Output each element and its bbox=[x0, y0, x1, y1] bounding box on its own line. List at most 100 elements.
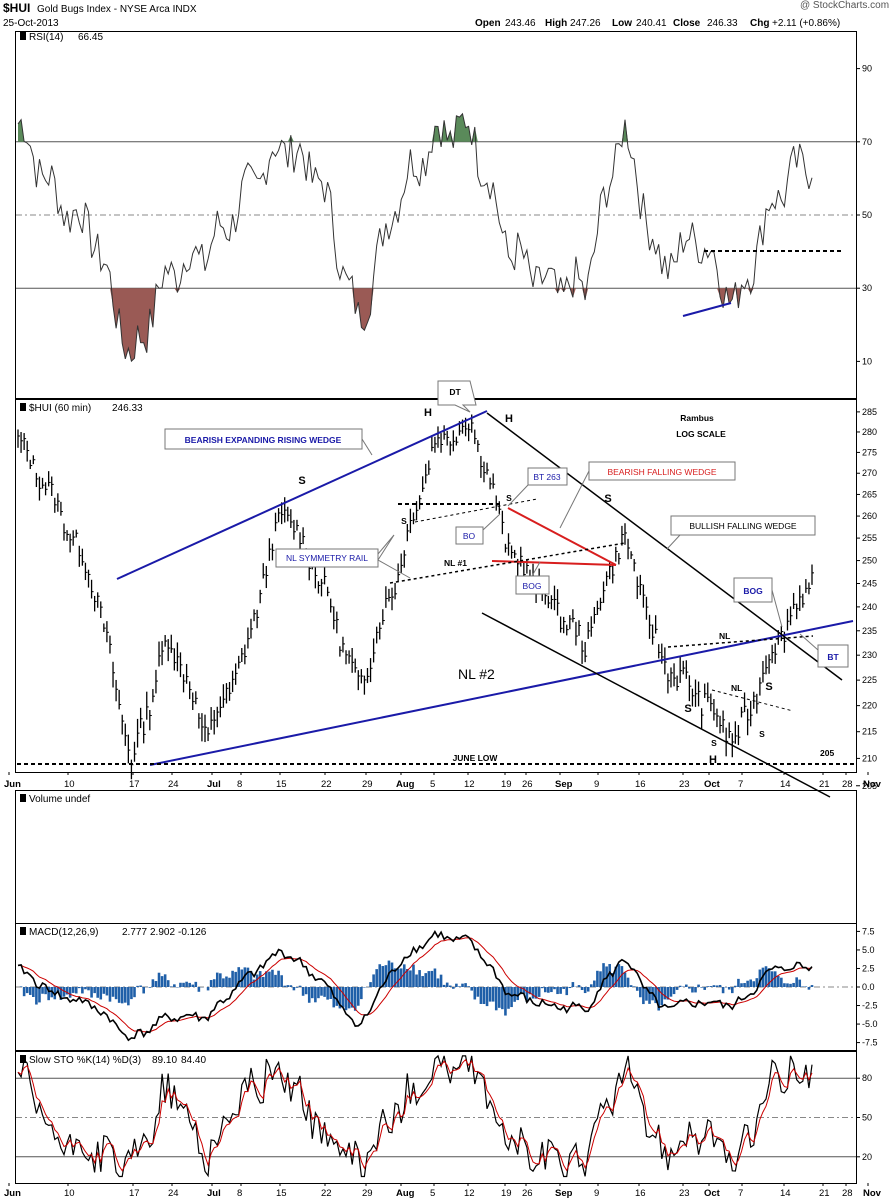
sto-tick-label: 50 bbox=[862, 1113, 872, 1123]
bt263-label: BT 263 bbox=[533, 472, 561, 482]
x-tick-label-price: 14 bbox=[780, 779, 791, 790]
macd-tick-label: -7.5 bbox=[862, 1038, 878, 1048]
rsi-tick-label: 90 bbox=[862, 64, 872, 74]
sto-series bbox=[17, 1054, 813, 1178]
june-low-value-label: 205 bbox=[820, 748, 834, 758]
sto-d-line bbox=[17, 1058, 813, 1172]
nl-right-dashed-line bbox=[667, 635, 814, 648]
nl-symmetry-rail-callout: NL SYMMETRY RAIL bbox=[275, 534, 411, 579]
x-tick-label-price: 19 bbox=[501, 779, 512, 790]
nl1-label: NL #1 bbox=[444, 558, 467, 568]
x-tick-label-price: 23 bbox=[679, 779, 690, 790]
x-tick-label-sto: Aug bbox=[396, 1188, 415, 1199]
price-tick-label: 285 bbox=[862, 407, 877, 417]
x-tick-label-sto: 15 bbox=[276, 1188, 287, 1199]
x-tick-label-price: 15 bbox=[276, 779, 287, 790]
sto-tick-label: 80 bbox=[862, 1073, 872, 1083]
price-tick-label: 205 bbox=[862, 781, 877, 791]
x-tick-label-price: 24 bbox=[168, 779, 179, 790]
open-value: 243.46 bbox=[505, 18, 536, 29]
x-tick-label-sto: 5 bbox=[430, 1188, 435, 1199]
rsi-legend: RSI(14) 66.45 bbox=[20, 32, 103, 43]
x-tick-label-price: 8 bbox=[237, 779, 242, 790]
x-tick-label-price: 28 bbox=[842, 779, 853, 790]
sto-legend-swatch bbox=[20, 1055, 26, 1063]
red-wedge-upper-line bbox=[507, 507, 617, 566]
price-annotations: BEARISH EXPANDING RISING WEDGE NL SYMMET… bbox=[17, 250, 855, 798]
axis-ticks: 90 70 50 30 10 285 280 275 270 265 260 255 250 245 240… bbox=[856, 64, 878, 1162]
price-tick-label: 215 bbox=[862, 727, 877, 737]
bt263-callout: BT 263 bbox=[507, 467, 568, 507]
x-tick-label-price: Aug bbox=[396, 779, 415, 790]
nl2-label: NL #2 bbox=[458, 666, 495, 682]
macd-value-2: 2.902 bbox=[150, 927, 175, 938]
rsi-tick-label: 50 bbox=[862, 210, 872, 220]
bearish-rising-wedge-callout: BEARISH EXPANDING RISING WEDGE bbox=[164, 428, 373, 456]
x-tick-label-sto: Jul bbox=[207, 1188, 221, 1199]
open-label: Open bbox=[475, 18, 501, 29]
x-tick-label-price: Jul bbox=[207, 779, 221, 790]
price-tick-label: 230 bbox=[862, 650, 877, 660]
x-tick-label-price: 7 bbox=[738, 779, 743, 790]
x-tick-label-sto: 19 bbox=[501, 1188, 512, 1199]
bearish-falling-wedge-label: BEARISH FALLING WEDGE bbox=[607, 467, 716, 477]
macd-tick-label: 0.0 bbox=[862, 982, 875, 992]
sto-legend: Slow STO %K(14) %D(3) 89.10 84.40 bbox=[20, 1055, 206, 1066]
macd-line bbox=[17, 930, 813, 1042]
s-small-left-label: S bbox=[401, 516, 407, 526]
x-tick-label-sto: 16 bbox=[635, 1188, 646, 1199]
rsi-tick-label: 10 bbox=[862, 356, 872, 366]
x-tick-label-price: Oct bbox=[704, 779, 721, 790]
macd-value-1: 2.777 bbox=[122, 927, 147, 938]
bo-callout: BO bbox=[455, 513, 501, 545]
x-tick-label-sto: 7 bbox=[738, 1188, 743, 1199]
macd-signal-line bbox=[17, 937, 813, 1033]
price-tick-label: 255 bbox=[862, 533, 877, 543]
x-tick-label-sto: Jun bbox=[4, 1188, 21, 1199]
rsi-trend-line bbox=[682, 302, 732, 317]
s-small-mid-label: S bbox=[506, 493, 512, 503]
x-tick-label-price: Nov bbox=[863, 779, 882, 790]
price-title: $HUI (60 min) bbox=[29, 403, 91, 414]
sto-title: Slow STO %K(14) %D(3) bbox=[29, 1055, 141, 1066]
dt-callout: DT bbox=[437, 380, 477, 413]
price-tick-label: 240 bbox=[862, 602, 877, 612]
high-value: 247.26 bbox=[570, 18, 601, 29]
bog-right-callout: BOG bbox=[733, 577, 783, 628]
x-tick-label-sto: 22 bbox=[321, 1188, 332, 1199]
x-tick-label-sto: 23 bbox=[679, 1188, 690, 1199]
x-tick-label-sto: 9 bbox=[594, 1188, 599, 1199]
price-series bbox=[17, 414, 814, 780]
price-tick-label: 265 bbox=[862, 489, 877, 499]
price-legend-swatch bbox=[20, 403, 26, 411]
nl-small-dashed-line bbox=[711, 689, 794, 712]
rising-wedge-upper-line bbox=[116, 410, 488, 580]
s-low-right-small-label: S bbox=[759, 729, 765, 739]
price-tick-label: 260 bbox=[862, 511, 877, 521]
price-legend: $HUI (60 min) 246.33 bbox=[20, 403, 143, 414]
macd-legend: MACD(12,26,9) 2.777 2.902 -0.126 bbox=[20, 927, 207, 938]
price-tick-label: 275 bbox=[862, 447, 877, 457]
macd-tick-label: 2.5 bbox=[862, 963, 875, 973]
macd-tick-label: 7.5 bbox=[862, 926, 875, 936]
low-label: Low bbox=[612, 18, 632, 29]
x-tick-label-price: 22 bbox=[321, 779, 332, 790]
sto-tick-label: 20 bbox=[862, 1152, 872, 1162]
x-tick-label-price: 26 bbox=[522, 779, 533, 790]
bearish-falling-wedge-callout: BEARISH FALLING WEDGE bbox=[559, 461, 736, 529]
price-panel-frame bbox=[15, 399, 857, 773]
price-tick-label: 225 bbox=[862, 675, 877, 685]
price-value: 246.33 bbox=[112, 403, 143, 414]
rsi-overbought-fill bbox=[18, 113, 629, 142]
dt-label: DT bbox=[449, 387, 461, 397]
bullish-falling-wedge-label: BULLISH FALLING WEDGE bbox=[689, 521, 797, 531]
sto-d-value: 84.40 bbox=[181, 1055, 206, 1066]
h-left-label: H bbox=[424, 407, 432, 419]
x-tick-label-sto: Oct bbox=[704, 1188, 721, 1199]
nl-right-label: NL bbox=[719, 631, 730, 641]
macd-tick-label: 5.0 bbox=[862, 945, 875, 955]
rsi-title: RSI(14) bbox=[29, 32, 63, 43]
s-right-label: S bbox=[604, 493, 611, 505]
bearish-rising-wedge-label: BEARISH EXPANDING RISING WEDGE bbox=[185, 435, 342, 445]
